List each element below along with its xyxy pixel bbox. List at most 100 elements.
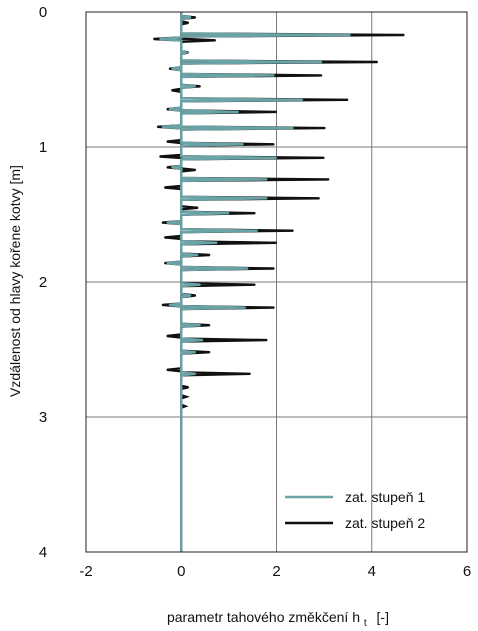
data-point bbox=[166, 369, 168, 371]
data-point bbox=[324, 127, 326, 129]
data-point bbox=[171, 68, 173, 70]
data-point bbox=[197, 254, 199, 256]
data-point bbox=[187, 386, 189, 388]
data-point bbox=[168, 108, 170, 110]
x-axis-label-subscript: t bbox=[364, 618, 367, 629]
data-point bbox=[156, 126, 158, 128]
data-point bbox=[403, 34, 405, 36]
data-point bbox=[266, 178, 268, 180]
data-point bbox=[292, 127, 294, 129]
data-point bbox=[228, 212, 230, 214]
data-point bbox=[292, 230, 294, 232]
data-point bbox=[166, 166, 168, 168]
data-point bbox=[247, 267, 249, 270]
series-2 bbox=[159, 12, 351, 552]
legend: zat. stupeň 1 zat. stupeň 2 bbox=[285, 489, 425, 531]
data-point bbox=[168, 304, 170, 306]
tick-labels: -2 0 2 4 6 0 1 2 3 4 bbox=[39, 4, 471, 580]
data-point bbox=[194, 373, 197, 375]
data-point bbox=[318, 197, 320, 199]
data-point bbox=[164, 186, 166, 189]
x-tick-label: 4 bbox=[368, 563, 376, 580]
data-point bbox=[161, 304, 163, 306]
data-point bbox=[376, 61, 379, 63]
data-point bbox=[273, 267, 275, 270]
data-point bbox=[275, 242, 278, 244]
x-axis-label-unit: [-] bbox=[377, 609, 389, 625]
data-point bbox=[266, 197, 268, 199]
grid-lines bbox=[85, 11, 468, 553]
data-point bbox=[194, 16, 197, 18]
data-point bbox=[216, 242, 218, 244]
data-point bbox=[199, 85, 201, 87]
x-tick-label: 0 bbox=[177, 563, 185, 580]
data-point bbox=[254, 284, 256, 286]
data-point bbox=[273, 307, 275, 309]
data-point bbox=[187, 22, 189, 24]
data-point bbox=[302, 99, 304, 101]
data-point bbox=[321, 74, 323, 76]
data-point bbox=[185, 51, 187, 54]
data-point bbox=[202, 339, 204, 341]
data-point bbox=[209, 351, 211, 353]
y-tick-label: 4 bbox=[39, 544, 47, 561]
data-point bbox=[161, 222, 163, 224]
data-point bbox=[209, 324, 211, 326]
data-point bbox=[209, 254, 211, 256]
x-axis-label-main: parametr tahového změkčení h bbox=[167, 609, 360, 625]
data-point bbox=[166, 335, 168, 337]
data-point bbox=[266, 339, 268, 341]
data-point bbox=[328, 178, 330, 180]
data-point bbox=[249, 373, 251, 375]
data-point bbox=[166, 262, 168, 264]
data-point bbox=[242, 143, 244, 145]
data-point bbox=[171, 89, 173, 91]
x-tick-label: 6 bbox=[463, 563, 471, 580]
data-point bbox=[194, 169, 197, 171]
data-point bbox=[153, 38, 155, 40]
y-tick-label: 3 bbox=[39, 409, 47, 426]
data-point bbox=[323, 157, 325, 159]
data-point bbox=[214, 39, 217, 41]
data-point bbox=[321, 61, 323, 63]
data-point bbox=[190, 294, 192, 297]
data-point bbox=[194, 351, 197, 353]
x-tick-label: 2 bbox=[272, 563, 280, 580]
x-tick-label: -2 bbox=[79, 563, 92, 580]
data-point bbox=[166, 108, 168, 110]
data-point bbox=[199, 324, 201, 326]
data-point bbox=[199, 284, 201, 286]
series-layer bbox=[153, 12, 405, 552]
data-point bbox=[166, 222, 168, 224]
data-point bbox=[194, 85, 197, 87]
y-tick-label: 0 bbox=[39, 4, 47, 21]
data-point bbox=[273, 74, 275, 76]
data-point bbox=[190, 16, 192, 18]
legend-label-series-2: zat. stupeň 2 bbox=[345, 515, 425, 531]
data-point bbox=[166, 141, 168, 143]
data-point bbox=[164, 262, 166, 264]
data-point bbox=[185, 396, 187, 398]
legend-label-series-1: zat. stupeň 1 bbox=[345, 489, 425, 505]
data-point bbox=[237, 111, 239, 113]
data-point bbox=[256, 230, 259, 232]
data-point bbox=[164, 236, 166, 238]
data-point bbox=[184, 405, 186, 407]
data-point bbox=[273, 143, 275, 145]
data-point bbox=[194, 294, 197, 297]
data-point bbox=[159, 155, 161, 158]
data-point bbox=[161, 126, 163, 128]
data-point bbox=[275, 157, 278, 159]
data-point bbox=[244, 307, 247, 309]
data-point bbox=[349, 34, 351, 36]
data-point bbox=[168, 68, 170, 70]
data-point bbox=[171, 166, 173, 168]
data-point bbox=[197, 207, 199, 209]
plot-frame bbox=[85, 11, 468, 553]
data-point bbox=[159, 38, 161, 40]
x-axis-label: parametr tahového změkčení h t [-] bbox=[167, 609, 389, 629]
data-point bbox=[275, 111, 278, 113]
y-tick-label: 2 bbox=[39, 274, 47, 291]
data-point bbox=[347, 99, 349, 101]
